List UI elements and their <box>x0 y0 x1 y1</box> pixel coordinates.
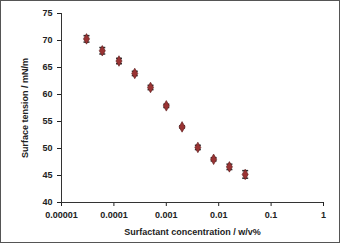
svg-text:0.001: 0.001 <box>155 210 178 220</box>
svg-text:45: 45 <box>42 170 52 180</box>
svg-text:70: 70 <box>42 35 52 45</box>
svg-text:60: 60 <box>42 89 52 99</box>
svg-text:1: 1 <box>321 210 326 220</box>
svg-text:0.1: 0.1 <box>265 210 278 220</box>
svg-text:50: 50 <box>42 143 52 153</box>
svg-text:75: 75 <box>42 8 52 18</box>
svg-text:0.0001: 0.0001 <box>100 210 128 220</box>
svg-text:Surfactant concentration / w/v: Surfactant concentration / w/v% <box>124 227 261 237</box>
svg-text:40: 40 <box>42 197 52 207</box>
svg-text:65: 65 <box>42 62 52 72</box>
svg-text:55: 55 <box>42 116 52 126</box>
svg-text:Surface tension / mN/m: Surface tension / mN/m <box>20 58 30 158</box>
svg-text:0.01: 0.01 <box>210 210 228 220</box>
svg-text:0.00001: 0.00001 <box>45 210 78 220</box>
